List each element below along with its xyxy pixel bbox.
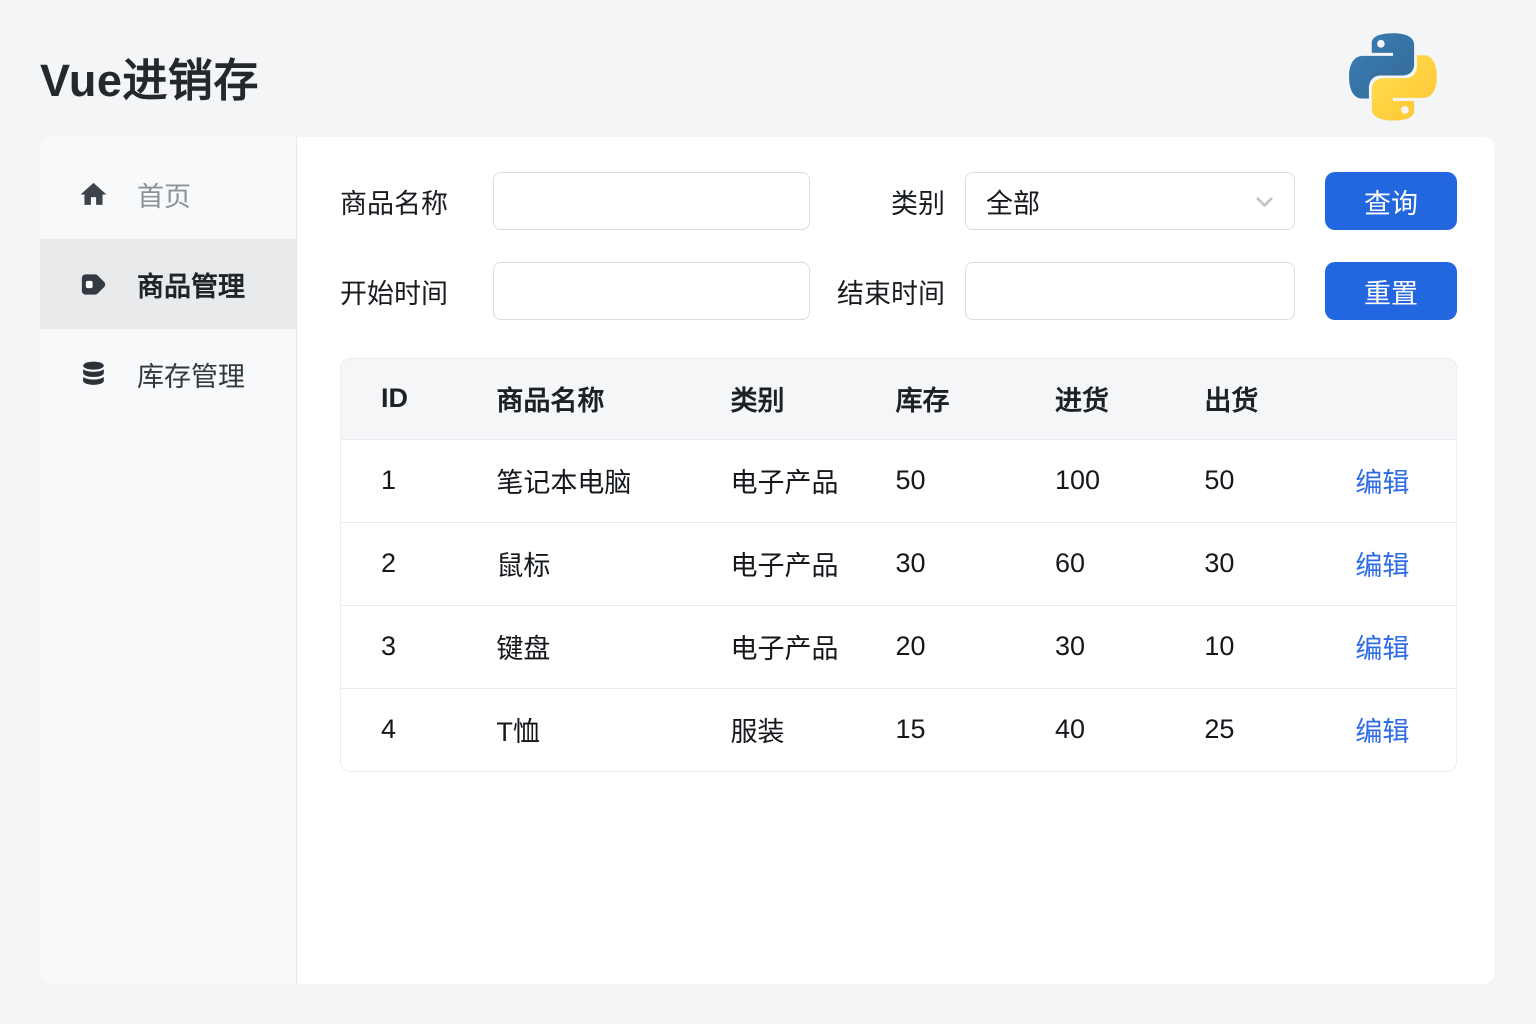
sidebar-item-products[interactable]: 商品管理 [40, 239, 296, 329]
table-row: 1 笔记本电脑 电子产品 50 100 50 编辑 [341, 438, 1456, 522]
cell-id: 2 [341, 521, 481, 605]
product-name-input[interactable] [493, 172, 810, 230]
column-header-inbound: 进货 [1038, 359, 1189, 439]
database-icon [83, 361, 104, 385]
edit-link[interactable]: 编辑 [1355, 634, 1410, 664]
cell-action: 编辑 [1308, 604, 1456, 688]
column-header-name: 商品名称 [480, 359, 715, 439]
start-time-label: 开始时间 [340, 278, 448, 309]
column-header-id: ID [341, 359, 481, 439]
cell-name: 键盘 [480, 604, 715, 688]
cell-outbound: 50 [1188, 438, 1309, 522]
cell-name: 笔记本电脑 [480, 438, 715, 522]
cell-outbound: 25 [1188, 687, 1309, 771]
app-card: 首页 商品管理 库存管理 商品名称 类别 全部 [40, 137, 1494, 984]
chevron-down-icon [1256, 196, 1273, 207]
cell-action: 编辑 [1308, 521, 1456, 605]
cell-outbound: 30 [1188, 521, 1309, 605]
cell-inbound: 30 [1038, 604, 1189, 688]
end-time-label: 结束时间 [837, 278, 945, 309]
python-logo-icon [1349, 33, 1437, 121]
column-header-category: 类别 [714, 359, 880, 439]
table-body: 1 笔记本电脑 电子产品 50 100 50 编辑 2 鼠标 电子产品 30 60 30 编辑 3 键盘 电子产… [341, 438, 1456, 771]
products-table: ID 商品名称 类别 库存 进货 出货 1 笔记本电脑 电子产品 50 100 50 编辑 2… [340, 358, 1457, 772]
home-icon [80, 182, 107, 205]
table-row: 4 T恤 服装 15 40 25 编辑 [341, 687, 1456, 771]
category-select-value: 全部 [986, 188, 1040, 219]
cell-action: 编辑 [1308, 687, 1456, 771]
sidebar-item-home[interactable]: 首页 [40, 149, 296, 239]
column-header-action [1308, 359, 1456, 439]
page-title: Vue进销存 [40, 55, 259, 106]
cell-category: 电子产品 [714, 438, 880, 522]
category-label: 类别 [891, 188, 945, 219]
end-time-input[interactable] [965, 262, 1295, 320]
sidebar-item-label: 首页 [137, 181, 191, 212]
main-panel: 商品名称 类别 全部 查询 开始时间 结束时间 重置 [297, 137, 1494, 984]
cell-category: 电子产品 [714, 604, 880, 688]
edit-link[interactable]: 编辑 [1355, 551, 1410, 581]
table-row: 3 键盘 电子产品 20 30 10 编辑 [341, 604, 1456, 688]
column-header-stock: 库存 [879, 359, 1039, 439]
category-select[interactable]: 全部 [965, 172, 1295, 230]
cell-outbound: 10 [1188, 604, 1309, 688]
cell-category: 服装 [714, 687, 880, 771]
cell-stock: 30 [879, 521, 1039, 605]
sidebar-item-label: 商品管理 [137, 271, 245, 302]
cell-inbound: 60 [1038, 521, 1189, 605]
tag-icon [81, 273, 106, 295]
sidebar: 首页 商品管理 库存管理 [40, 137, 297, 984]
reset-button[interactable]: 重置 [1325, 262, 1457, 320]
sidebar-item-label: 库存管理 [137, 361, 245, 392]
cell-category: 电子产品 [714, 521, 880, 605]
cell-name: T恤 [480, 687, 715, 771]
column-header-outbound: 出货 [1188, 359, 1309, 439]
cell-id: 4 [341, 687, 481, 771]
cell-stock: 20 [879, 604, 1039, 688]
edit-link[interactable]: 编辑 [1355, 468, 1410, 498]
table-header-row: ID 商品名称 类别 库存 进货 出货 [341, 359, 1456, 439]
start-time-input[interactable] [493, 262, 810, 320]
cell-action: 编辑 [1308, 438, 1456, 522]
filter-row-1: 商品名称 类别 全部 查询 [340, 172, 1457, 230]
cell-name: 鼠标 [480, 521, 715, 605]
query-button[interactable]: 查询 [1325, 172, 1457, 230]
product-name-label: 商品名称 [340, 188, 448, 219]
table-row: 2 鼠标 电子产品 30 60 30 编辑 [341, 521, 1456, 605]
filter-row-2: 开始时间 结束时间 重置 [340, 262, 1457, 320]
cell-inbound: 100 [1038, 438, 1189, 522]
cell-inbound: 40 [1038, 687, 1189, 771]
edit-link[interactable]: 编辑 [1355, 717, 1410, 748]
cell-stock: 50 [879, 438, 1039, 522]
cell-stock: 15 [879, 687, 1039, 771]
sidebar-item-inventory[interactable]: 库存管理 [40, 329, 296, 419]
cell-id: 3 [341, 604, 481, 688]
cell-id: 1 [341, 438, 481, 522]
